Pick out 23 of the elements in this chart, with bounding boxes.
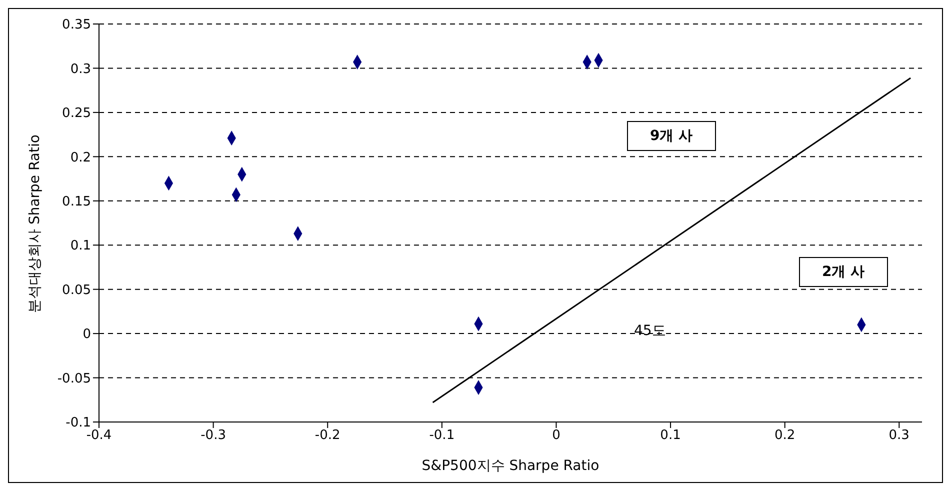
y-tick-label: 0 [82,327,91,342]
x-tick-label: -0.4 [86,428,112,444]
x-tick-label: 0.2 [774,428,796,444]
y-tick-label: 0.25 [62,106,91,122]
annotation: 45도 [634,322,666,340]
x-tick-label: 0.1 [660,428,681,444]
y-tick-label: 0.15 [62,194,91,210]
x-tick-label: -0.1 [429,428,455,444]
y-tick-label: 0.1 [70,238,91,254]
x-tick-label: 0.3 [888,428,910,444]
y-tick-label: 0.35 [62,18,91,33]
text-box: 2개 사 [799,257,888,287]
x-tick-label: -0.3 [200,428,226,444]
y-tick-label: 0.2 [70,150,91,166]
x-tick-label: 0 [552,428,560,444]
x-tick-label: -0.2 [314,428,340,444]
y-tick-label: 0.05 [62,282,91,298]
y-tick-label: 0.3 [70,62,91,77]
x-axis-title: S&P500지수 Sharpe Ratio [422,458,600,474]
y-tick-label: -0.1 [66,416,91,431]
text-box: 9개 사 [627,121,716,151]
y-axis-title: 분석대상회사 Sharpe Ratio [26,134,43,313]
y-tick-label: -0.05 [57,371,91,386]
